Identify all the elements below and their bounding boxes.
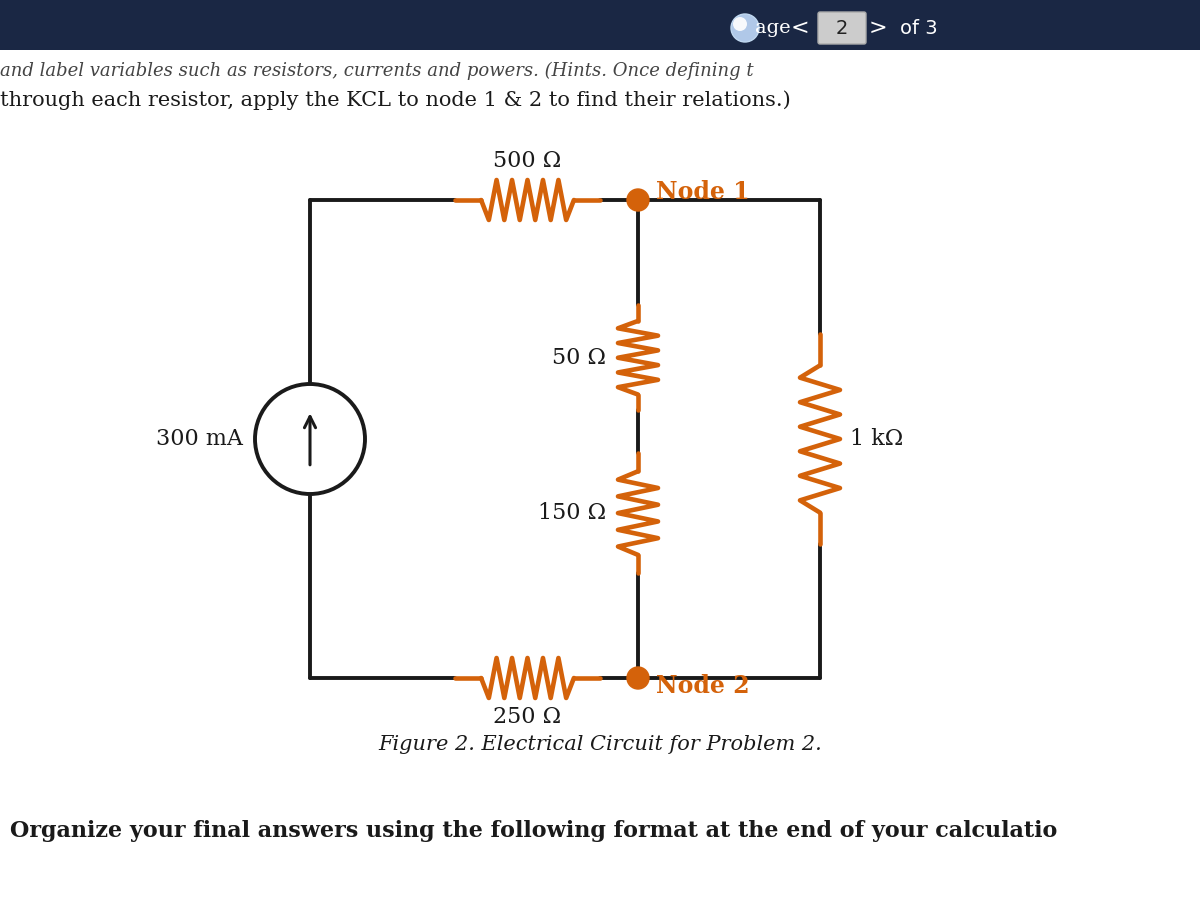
Text: 500 Ω: 500 Ω [493,150,562,172]
Text: and label variables such as resistors, currents and powers. (Hints. Once definin: and label variables such as resistors, c… [0,62,754,80]
Bar [0,0,1200,50]
FancyBboxPatch shape [818,12,866,44]
Text: >: > [869,18,887,38]
Text: Figure 2. Electrical Circuit for Problem 2.: Figure 2. Electrical Circuit for Problem… [378,735,822,754]
Circle shape [731,14,760,42]
Text: Organize your final answers using the following format at the end of your calcul: Organize your final answers using the fo… [10,820,1057,842]
Circle shape [256,384,365,494]
Text: 50 Ω: 50 Ω [552,346,606,369]
Text: through each resistor, apply the KCL to node 1 & 2 to find their relations.): through each resistor, apply the KCL to … [0,90,791,110]
Text: 150 Ω: 150 Ω [538,502,606,524]
Circle shape [628,189,649,211]
Circle shape [628,667,649,689]
Text: 300 mA: 300 mA [156,428,242,450]
Text: 1 kΩ: 1 kΩ [850,428,904,450]
Text: <: < [791,18,809,38]
Text: of 3: of 3 [900,19,937,38]
Text: Node 2: Node 2 [656,674,750,698]
Circle shape [733,17,746,31]
Text: Node 1: Node 1 [656,180,750,204]
Text: 250 Ω: 250 Ω [493,706,562,728]
Text: 2: 2 [836,19,848,38]
Text: age: age [755,19,791,37]
